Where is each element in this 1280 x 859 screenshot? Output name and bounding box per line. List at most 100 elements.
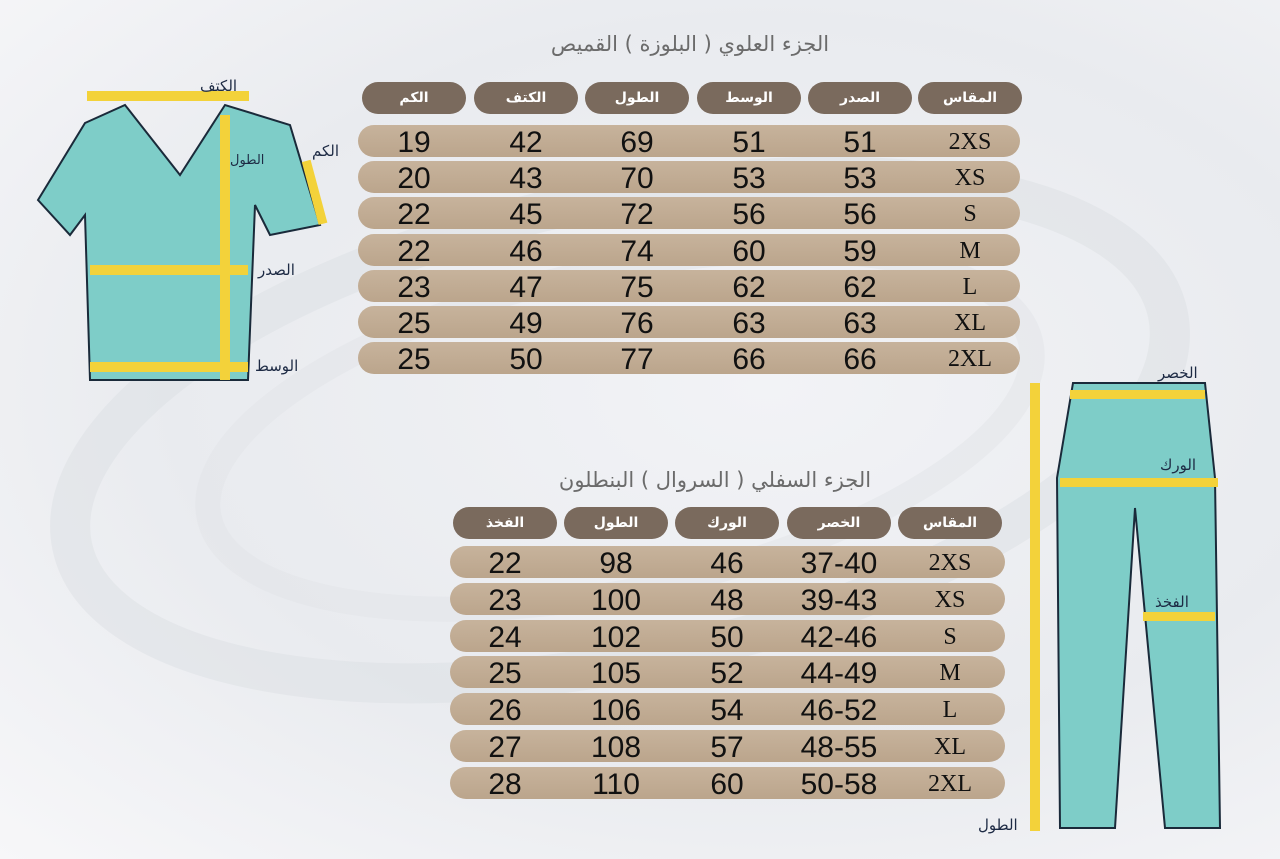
value-cell: 23 (397, 270, 431, 304)
size-cell: M (939, 660, 961, 687)
value-cell: 26 (488, 694, 522, 728)
value-cell: 24 (488, 620, 522, 654)
value-cell: 72 (620, 198, 654, 232)
size-cell: 2XL (948, 346, 992, 373)
thigh-tape (1143, 612, 1215, 621)
value-cell: 69 (620, 126, 654, 159)
value-cell: 70 (620, 162, 654, 196)
chest-tape (90, 265, 248, 275)
value-cell: 56 (843, 198, 877, 232)
value-cell: 48 (710, 583, 744, 617)
value-cell: 46 (509, 234, 543, 268)
size-cell: L (942, 697, 958, 724)
size-cell: L (962, 273, 978, 300)
bottom-table-title: الجزء السفلي ( السروال ) البنطلون (558, 468, 872, 492)
table-row: 2XS 37-40 46 98 22 (450, 546, 1005, 580)
column-header: الوسط (697, 82, 801, 114)
value-cell: 98 (599, 547, 633, 580)
value-cell: 50-58 (800, 767, 878, 801)
value-cell: 66 (732, 343, 766, 377)
size-cell: XL (954, 310, 986, 336)
value-cell: 42 (509, 126, 543, 159)
size-cell: M (959, 237, 981, 264)
value-cell: 66 (843, 343, 877, 377)
size-cell: 2XS (948, 129, 992, 155)
table-row: XS 53 53 70 43 20 (358, 161, 1020, 196)
table-row: 2XL 50-58 60 110 28 (450, 766, 1005, 801)
column-header: الورك (675, 507, 779, 539)
value-cell: 62 (732, 270, 766, 304)
value-cell: 110 (592, 767, 640, 801)
pants-length-label: الطول (978, 816, 1018, 834)
value-cell: 63 (732, 307, 766, 340)
size-cell: S (943, 623, 957, 650)
column-header: الخصر (787, 507, 891, 539)
value-cell: 52 (710, 657, 744, 691)
table-row: L 46-52 54 106 26 (450, 693, 1005, 728)
value-cell: 51 (732, 126, 766, 159)
value-cell: 53 (843, 162, 877, 196)
value-cell: 20 (397, 162, 431, 196)
value-cell: 74 (620, 234, 654, 268)
shoulder-label: الكتف (200, 77, 238, 95)
table-row: XL 63 63 76 49 25 (358, 306, 1020, 340)
value-cell: 51 (843, 126, 877, 159)
value-cell: 22 (397, 198, 431, 232)
shoulder-tape (87, 91, 249, 101)
value-cell: 75 (620, 270, 654, 304)
column-header: الكتف (474, 82, 578, 114)
table-row: S 42-46 50 102 24 (450, 619, 1005, 654)
table-row: 2XS 51 51 69 42 19 (358, 125, 1020, 159)
size-cell: 2XL (928, 770, 972, 797)
value-cell: 49 (509, 307, 543, 340)
value-cell: 53 (732, 162, 766, 196)
value-cell: 37-40 (800, 547, 878, 580)
size-cell: XS (934, 586, 966, 613)
value-cell: 22 (397, 234, 431, 268)
value-cell: 57 (710, 731, 744, 764)
value-cell: 42-46 (800, 620, 878, 654)
waist-tape (1070, 390, 1205, 399)
value-cell: 62 (843, 270, 877, 304)
value-cell: 25 (397, 307, 431, 340)
pants-diagram (1030, 382, 1222, 831)
waist-label: الوسط (255, 357, 299, 375)
column-header: الطول (564, 507, 668, 539)
table-row: XS 39-43 48 100 23 (450, 582, 1005, 617)
value-cell: 44-49 (800, 657, 878, 691)
table-row: M 59 60 74 46 22 (358, 233, 1020, 268)
column-header: الطول (585, 82, 689, 114)
size-cell: 2XS (928, 550, 972, 576)
value-cell: 25 (397, 343, 431, 377)
value-cell: 50 (710, 620, 744, 654)
value-cell: 59 (843, 234, 877, 268)
value-cell: 106 (590, 694, 642, 728)
length-label: الطول (230, 153, 265, 168)
column-header: الصدر (808, 82, 912, 114)
value-cell: 19 (397, 126, 431, 159)
size-cell: S (963, 201, 977, 228)
hip-tape (1060, 478, 1218, 487)
value-cell: 60 (710, 767, 744, 801)
top-table-title: الجزء العلوي ( البلوزة ) القميص (550, 32, 830, 56)
value-cell: 43 (509, 162, 543, 196)
value-cell: 56 (732, 198, 766, 232)
value-cell: 46-52 (800, 694, 878, 728)
table-row: S 56 56 72 45 22 (358, 197, 1020, 232)
shirt-diagram (36, 91, 328, 381)
size-cell: XL (934, 734, 966, 760)
value-cell: 60 (732, 234, 766, 268)
size-cell: XS (954, 165, 986, 192)
value-cell: 50 (509, 343, 543, 377)
column-header: الفخذ (453, 507, 557, 539)
sleeve-tape (301, 159, 328, 225)
value-cell: 25 (488, 657, 522, 691)
hip-label: الورك (1160, 456, 1197, 474)
table-row: L 62 62 75 47 23 (358, 269, 1020, 304)
value-cell: 46 (710, 547, 744, 580)
column-header: الكم (362, 82, 466, 114)
value-cell: 23 (488, 583, 522, 617)
value-cell: 28 (488, 767, 522, 801)
value-cell: 108 (590, 731, 642, 764)
value-cell: 48-55 (800, 731, 878, 764)
